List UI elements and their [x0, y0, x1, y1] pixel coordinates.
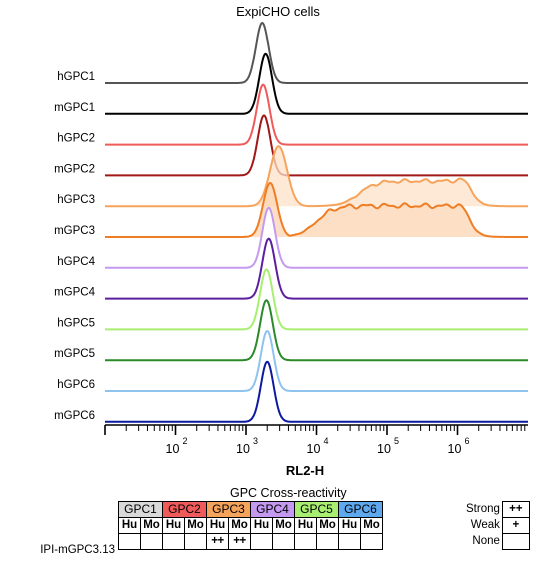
legend-strong: Strong ++	[466, 501, 530, 518]
chart-title: ExpiCHO cells	[236, 4, 320, 19]
series-label-mGPC6: mGPC6	[54, 410, 95, 422]
group-header-gpc2: GPC2	[162, 501, 207, 518]
series-label-hGPC1: hGPC1	[57, 71, 95, 83]
flow-histogram-chart: ExpiCHO cells hGPC1 mGPC1 hGPC2 mGPC2 hGPC3 m…	[54, 4, 529, 478]
cross-reactivity-table: GPC1 GPC2 GPC3 GPC4 GPC5 GPC6 Hu Mo Hu Mo Hu Mo Hu M…	[118, 501, 383, 550]
group-header-gpc6: GPC6	[338, 501, 383, 518]
species-header: Mo	[316, 517, 339, 534]
legend-label: Weak	[470, 519, 500, 531]
series-label-mGPC5: mGPC5	[54, 348, 95, 360]
x-tick-label: 10	[166, 442, 180, 456]
series-label-mGPC2: mGPC2	[54, 163, 95, 175]
series-label-hGPC2: hGPC2	[57, 133, 95, 145]
x-axis-label: RL2-H	[286, 463, 324, 478]
reactivity-cell	[250, 533, 273, 550]
series-mask-hGPC1	[105, 23, 528, 83]
species-header: Hu	[294, 517, 317, 534]
series-label-hGPC3: hGPC3	[57, 194, 95, 206]
series-line-mGPC5	[104, 299, 529, 362]
species-header: Hu	[338, 517, 361, 534]
species-header: Mo	[228, 517, 251, 534]
reactivity-legend: Strong ++ Weak + None	[466, 501, 530, 550]
cross-reactivity-panel: GPC Cross-reactivity GPC1 GPC2 GPC3 GPC4 GPC…	[0, 486, 544, 575]
species-header: Mo	[360, 517, 383, 534]
group-header-row: GPC1 GPC2 GPC3 GPC4 GPC5 GPC6	[118, 501, 383, 518]
x-tick-exponent: 6	[465, 436, 470, 446]
x-tick-exponent: 3	[253, 436, 258, 446]
species-header: Hu	[250, 517, 273, 534]
series-line-mGPC1	[104, 52, 529, 115]
legend-label: Strong	[466, 503, 500, 515]
reactivity-cell	[272, 533, 295, 550]
series-label-mGPC4: mGPC4	[54, 287, 96, 299]
reactivity-cell	[118, 533, 141, 550]
species-header: Hu	[206, 517, 229, 534]
series-area-mGPC3	[105, 183, 528, 237]
series-line-mGPC6	[104, 360, 529, 423]
reactivity-cell	[140, 533, 163, 550]
series-line-hGPC4	[104, 206, 529, 269]
series-line-mGPC4	[104, 237, 529, 300]
x-tick-exponent: 4	[324, 436, 329, 446]
antibody-label: IPI-mGPC3.13	[40, 544, 115, 556]
species-header: Mo	[272, 517, 295, 534]
reactivity-cell	[338, 533, 361, 550]
series-line-hGPC5	[104, 268, 529, 331]
reactivity-cell	[294, 533, 317, 550]
reactivity-cell: ++	[206, 533, 229, 550]
reactivity-cell	[184, 533, 207, 550]
series-label-hGPC6: hGPC6	[57, 379, 95, 391]
reactivity-cell: ++	[228, 533, 251, 550]
legend-symbol	[501, 533, 530, 550]
legend-symbol: +	[501, 517, 530, 534]
series-line-hGPC3	[104, 145, 529, 208]
legend-symbol: ++	[501, 501, 530, 518]
reactivity-cell	[316, 533, 339, 550]
series-line-hGPC1	[104, 22, 529, 84]
series-label-hGPC5: hGPC5	[57, 317, 95, 329]
cross-reactivity-title: GPC Cross-reactivity	[230, 486, 347, 500]
x-tick-label: 10	[377, 442, 391, 456]
group-header-gpc3: GPC3	[206, 501, 251, 518]
reactivity-cell	[162, 533, 185, 550]
table-row: ++ ++	[118, 533, 383, 550]
group-header-gpc1: GPC1	[118, 501, 163, 518]
series-label-mGPC3: mGPC3	[54, 225, 95, 237]
series-label-hGPC4: hGPC4	[57, 256, 95, 268]
species-header-row: Hu Mo Hu Mo Hu Mo Hu Mo Hu Mo Hu Mo	[118, 517, 383, 534]
series-line-mGPC3	[104, 182, 529, 238]
legend-none: None	[466, 533, 530, 550]
legend-label: None	[472, 535, 500, 547]
species-header: Mo	[184, 517, 207, 534]
series-line-mGPC2	[104, 114, 529, 177]
x-tick-label: 10	[236, 442, 250, 456]
species-header: Mo	[140, 517, 163, 534]
x-tick-label: 10	[307, 442, 321, 456]
group-header-gpc4: GPC4	[250, 501, 295, 518]
group-header-gpc5: GPC5	[294, 501, 339, 518]
reactivity-cell	[360, 533, 383, 550]
x-tick-exponent: 2	[183, 436, 188, 446]
x-tick-exponent: 5	[394, 436, 399, 446]
species-header: Hu	[118, 517, 141, 534]
x-tick-label: 10	[448, 442, 462, 456]
species-header: Hu	[162, 517, 185, 534]
series-label-mGPC1: mGPC1	[54, 102, 95, 114]
series-area-hGPC3	[105, 146, 528, 207]
legend-weak: Weak +	[466, 517, 530, 534]
series-line-hGPC6	[104, 330, 529, 392]
series-line-hGPC2	[104, 83, 529, 146]
series-layer: hGPC1 mGPC1 hGPC2 mGPC2 hGPC3 mGPC3 hGPC4 mGPC4…	[54, 22, 529, 423]
